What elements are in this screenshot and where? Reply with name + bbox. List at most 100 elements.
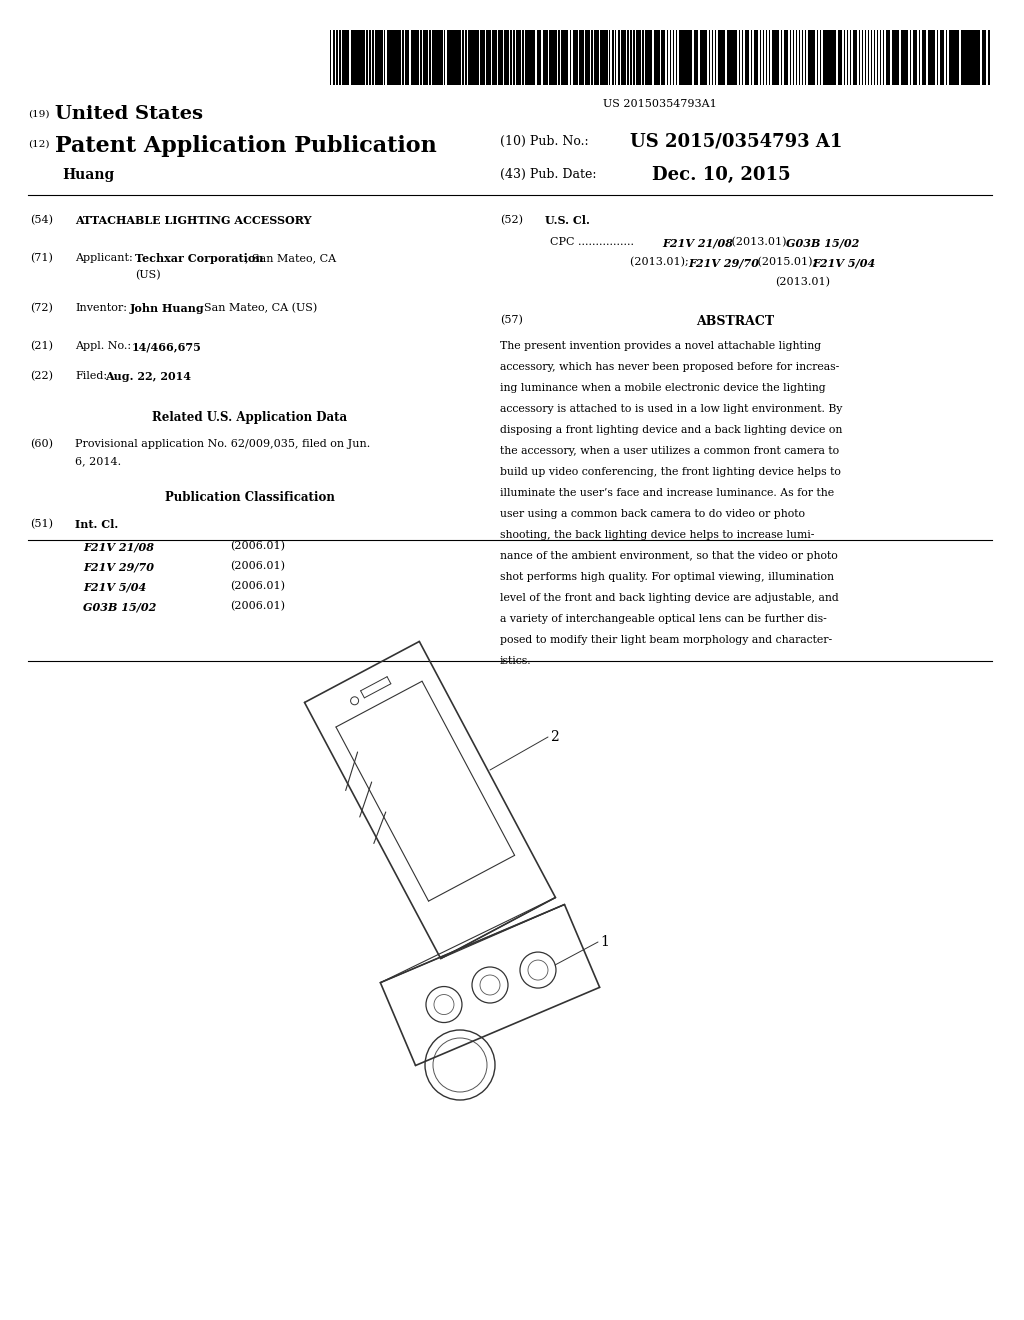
Text: Techxar Corporation: Techxar Corporation [135, 253, 263, 264]
Bar [958, 30, 959, 84]
Bar [336, 30, 338, 84]
Bar [670, 30, 671, 84]
Text: (43) Pub. Date:: (43) Pub. Date: [500, 168, 597, 181]
Text: F21V 21/08: F21V 21/08 [662, 238, 733, 248]
Bar [699, 30, 702, 84]
Text: (2006.01): (2006.01) [230, 601, 285, 611]
Bar [946, 30, 947, 84]
Bar [844, 30, 845, 84]
Bar [438, 30, 441, 84]
Text: , San Mateo, CA: , San Mateo, CA [245, 253, 336, 263]
Bar [883, 30, 885, 84]
Bar [580, 30, 583, 84]
Text: John Huang: John Huang [130, 304, 205, 314]
Bar [835, 30, 837, 84]
Bar [769, 30, 770, 84]
Bar [760, 30, 761, 84]
Bar [889, 30, 890, 84]
Bar [597, 30, 599, 84]
Bar [735, 30, 737, 84]
Bar [354, 30, 358, 84]
Bar [664, 30, 665, 84]
Bar [696, 30, 698, 84]
Bar [985, 30, 986, 84]
Text: (60): (60) [30, 440, 53, 449]
Bar [549, 30, 552, 84]
Text: (2013.01): (2013.01) [775, 277, 830, 288]
Bar [805, 30, 806, 84]
Text: ATTACHABLE LIGHTING ACCESSORY: ATTACHABLE LIGHTING ACCESSORY [75, 215, 311, 226]
Text: G03B 15/02: G03B 15/02 [83, 601, 157, 612]
Bar [976, 30, 979, 84]
Bar [867, 30, 869, 84]
Bar [754, 30, 757, 84]
Bar [558, 30, 560, 84]
Text: (57): (57) [500, 315, 523, 325]
Bar [552, 30, 555, 84]
Text: Int. Cl.: Int. Cl. [75, 519, 118, 531]
Text: disposing a front lighting device and a back lighting device on: disposing a front lighting device and a … [500, 425, 843, 436]
Text: illuminate the user’s face and increase luminance. As for the: illuminate the user’s face and increase … [500, 488, 835, 498]
Text: istics.: istics. [500, 656, 531, 667]
Bar [738, 30, 740, 84]
Bar [979, 30, 981, 84]
Bar [949, 30, 952, 84]
Bar [907, 30, 908, 84]
Text: a variety of interchangeable optical lens can be further dis-: a variety of interchangeable optical len… [500, 614, 826, 624]
Bar [459, 30, 461, 84]
Text: (2013.01);: (2013.01); [630, 257, 692, 268]
Bar [369, 30, 371, 84]
Bar [333, 30, 335, 84]
Bar [474, 30, 477, 84]
Text: (10) Pub. No.:: (10) Pub. No.: [500, 135, 589, 148]
Bar [513, 30, 515, 84]
Text: (72): (72) [30, 304, 53, 313]
Bar [387, 30, 390, 84]
Bar [583, 30, 584, 84]
Bar [360, 30, 365, 84]
Bar [853, 30, 857, 84]
Bar [931, 30, 935, 84]
Bar [982, 30, 986, 84]
Bar [648, 30, 651, 84]
Bar [414, 30, 419, 84]
Bar [732, 30, 735, 84]
Bar [783, 30, 786, 84]
Text: Appl. No.:: Appl. No.: [75, 341, 131, 351]
Bar [715, 30, 716, 84]
Bar [763, 30, 764, 84]
Bar [679, 30, 682, 84]
Text: (12): (12) [28, 140, 49, 149]
Bar [612, 30, 614, 84]
Bar [922, 30, 925, 84]
Bar [573, 30, 577, 84]
Bar [790, 30, 792, 84]
Text: ABSTRACT: ABSTRACT [696, 315, 774, 327]
Bar [603, 30, 608, 84]
Bar [510, 30, 512, 84]
Bar [345, 30, 348, 84]
Bar [793, 30, 795, 84]
Text: nance of the ambient environment, so that the video or photo: nance of the ambient environment, so tha… [500, 550, 838, 561]
Bar [586, 30, 589, 84]
Bar [961, 30, 966, 84]
Bar [808, 30, 811, 84]
Bar [393, 30, 396, 84]
Text: accessory is attached to is used in a low light environment. By: accessory is attached to is used in a lo… [500, 404, 843, 414]
Bar [531, 30, 535, 84]
Text: (2006.01): (2006.01) [230, 541, 285, 552]
Bar [721, 30, 724, 84]
Bar [825, 30, 828, 84]
Bar [919, 30, 921, 84]
Text: 6, 2014.: 6, 2014. [75, 455, 121, 466]
Bar [898, 30, 899, 84]
Bar [880, 30, 882, 84]
Bar [396, 30, 399, 84]
Bar [342, 30, 345, 84]
Bar [751, 30, 753, 84]
Text: accessory, which has never been proposed before for increas-: accessory, which has never been proposed… [500, 362, 840, 372]
Bar [486, 30, 490, 84]
Text: U.S. Cl.: U.S. Cl. [545, 215, 590, 226]
Bar [351, 30, 354, 84]
Bar [480, 30, 483, 84]
